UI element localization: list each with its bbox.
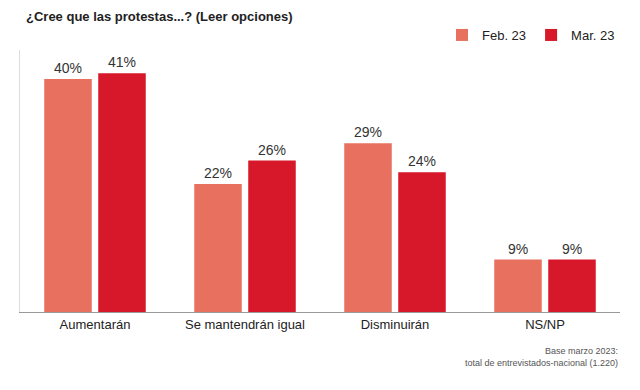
svg-text:9%: 9% (508, 241, 528, 257)
svg-text:Base marzo 2023:total de entre: Base marzo 2023:total de entrevistados-n… (465, 346, 618, 368)
svg-text:26%: 26% (258, 142, 286, 158)
svg-text:Disminuirán: Disminuirán (361, 317, 430, 332)
svg-text:Aumentarán: Aumentarán (60, 317, 131, 332)
svg-text:40%: 40% (54, 60, 82, 76)
svg-text:Feb. 23: Feb. 23 (482, 28, 526, 43)
svg-text:29%: 29% (354, 124, 382, 140)
svg-text:9%: 9% (562, 241, 582, 257)
svg-text:¿Cree que las protestas...? (L: ¿Cree que las protestas...? (Leer opcion… (26, 9, 293, 24)
svg-text:41%: 41% (108, 54, 136, 70)
svg-text:NS/NP: NS/NP (525, 317, 565, 332)
svg-text:22%: 22% (204, 165, 232, 181)
svg-text:Se mantendrán igual: Se mantendrán igual (185, 317, 305, 332)
svg-text:24%: 24% (408, 153, 436, 169)
svg-text:Mar. 23: Mar. 23 (571, 28, 614, 43)
